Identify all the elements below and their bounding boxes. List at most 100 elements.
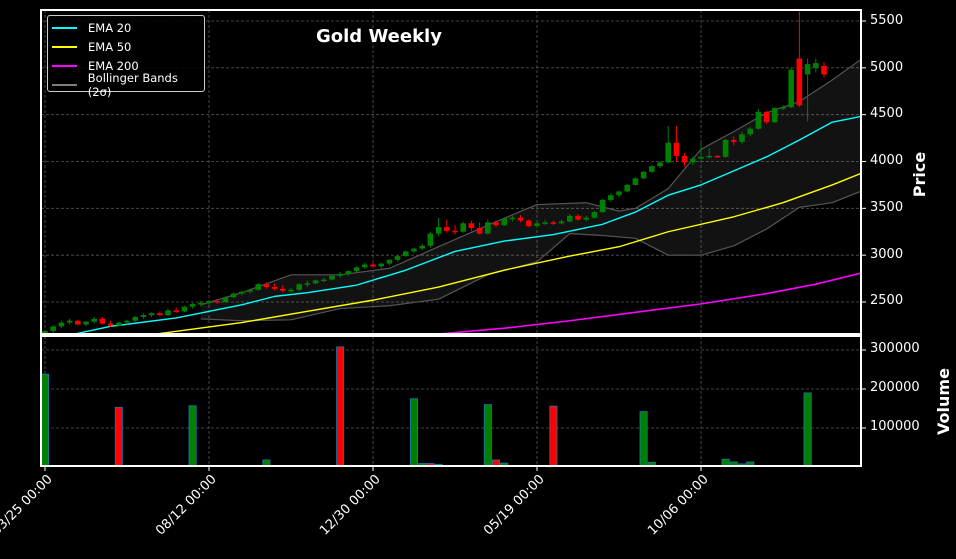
candle-body — [157, 313, 163, 316]
candle-body — [632, 178, 639, 185]
volume-bar — [878, 466, 885, 467]
candle-body — [419, 245, 425, 249]
candle-body — [681, 155, 688, 163]
price-tick-label: 5500 — [870, 13, 904, 28]
ema20-swatch-icon — [52, 26, 77, 29]
candle-body — [329, 275, 335, 280]
candle-body — [509, 217, 516, 220]
candle-body — [181, 306, 188, 312]
volume-bar — [41, 373, 50, 466]
candle-body — [296, 284, 302, 290]
volume-bar — [729, 461, 738, 466]
candle-body — [657, 162, 663, 167]
candle-body — [206, 301, 212, 303]
volume-bar — [919, 463, 926, 467]
candle-body — [435, 227, 442, 234]
candle-body — [608, 195, 614, 200]
candle-body — [714, 155, 721, 158]
price-tick-label: 4500 — [870, 106, 904, 121]
volume-bar — [336, 346, 345, 466]
candle-body — [42, 331, 48, 334]
chart-title: Gold Weekly — [316, 26, 442, 47]
volume-bar — [647, 461, 656, 466]
price-panel — [41, 10, 861, 334]
candle-body — [468, 223, 475, 229]
candle-body — [788, 69, 794, 108]
candle-body — [640, 171, 647, 179]
candle-body — [731, 139, 737, 142]
volume-bar — [861, 466, 868, 467]
candle-body — [427, 233, 434, 246]
price-tick-label: 4000 — [870, 153, 904, 168]
candle-body — [66, 320, 73, 323]
candle-body — [394, 256, 401, 260]
candle-body — [173, 310, 179, 312]
candle-body — [288, 289, 294, 292]
candle-body — [411, 248, 417, 252]
candle-body — [583, 217, 589, 220]
candle-body — [804, 64, 811, 75]
candle-body — [214, 301, 220, 303]
candle-body — [386, 259, 393, 264]
candle-body — [222, 297, 229, 302]
volume-bar — [721, 458, 730, 466]
candle-body — [107, 323, 114, 326]
candle-body — [247, 289, 253, 292]
volume-bar — [483, 404, 492, 466]
candle-body — [255, 284, 261, 290]
candle-body — [476, 228, 483, 234]
candle-body — [485, 222, 491, 234]
candle-body — [722, 139, 729, 157]
candle-body — [444, 227, 450, 231]
price-tick-label: 2500 — [870, 293, 904, 308]
ema50-line — [151, 172, 861, 334]
candle-body — [616, 191, 622, 196]
price-tick-label: 3000 — [870, 247, 904, 262]
candle-body — [493, 222, 499, 226]
candle-body — [558, 221, 565, 224]
volume-bar — [943, 462, 950, 467]
legend-label: EMA 50 — [88, 39, 132, 54]
candle-body — [189, 303, 196, 307]
legend-label: EMA 20 — [88, 20, 132, 35]
volume-tick-label: 100000 — [870, 419, 920, 434]
candle-body — [698, 156, 704, 159]
ema50-swatch-icon — [52, 45, 77, 48]
candle-body — [140, 315, 147, 317]
volume-bar — [746, 461, 755, 466]
candle-body — [353, 267, 360, 272]
candle-body — [624, 184, 630, 192]
volume-bar — [409, 398, 418, 466]
price-tick-label: 5000 — [870, 60, 904, 75]
candle-body — [747, 128, 753, 135]
bollinger-lower-line — [200, 190, 861, 322]
candle-body — [83, 321, 89, 325]
candle-body — [116, 322, 122, 326]
bollinger-swatch-icon — [52, 83, 77, 86]
legend-item-ema200: EMA 200 — [52, 56, 204, 75]
candle-body — [452, 230, 458, 233]
volume-axis-label: Volume — [933, 368, 953, 435]
candle-body — [304, 283, 311, 285]
ema20-line — [71, 115, 861, 334]
candle-body — [501, 218, 507, 226]
volume-panel — [41, 336, 950, 467]
bollinger-band-fill — [200, 59, 861, 321]
candle-body — [263, 284, 270, 288]
candle-body — [321, 279, 327, 282]
volume-bar — [262, 459, 271, 466]
volume-bar — [491, 459, 500, 466]
candle-body — [370, 264, 376, 267]
volume-bar — [870, 466, 877, 467]
candle-body — [99, 318, 106, 324]
candle-body — [772, 108, 778, 123]
candle-body — [575, 215, 581, 220]
candle-body — [542, 222, 548, 224]
candle-body — [124, 320, 130, 323]
candle-body — [271, 287, 278, 289]
candle-body — [165, 310, 171, 316]
candle-body — [706, 155, 712, 158]
legend-item-ema20: EMA 20 — [52, 18, 204, 37]
